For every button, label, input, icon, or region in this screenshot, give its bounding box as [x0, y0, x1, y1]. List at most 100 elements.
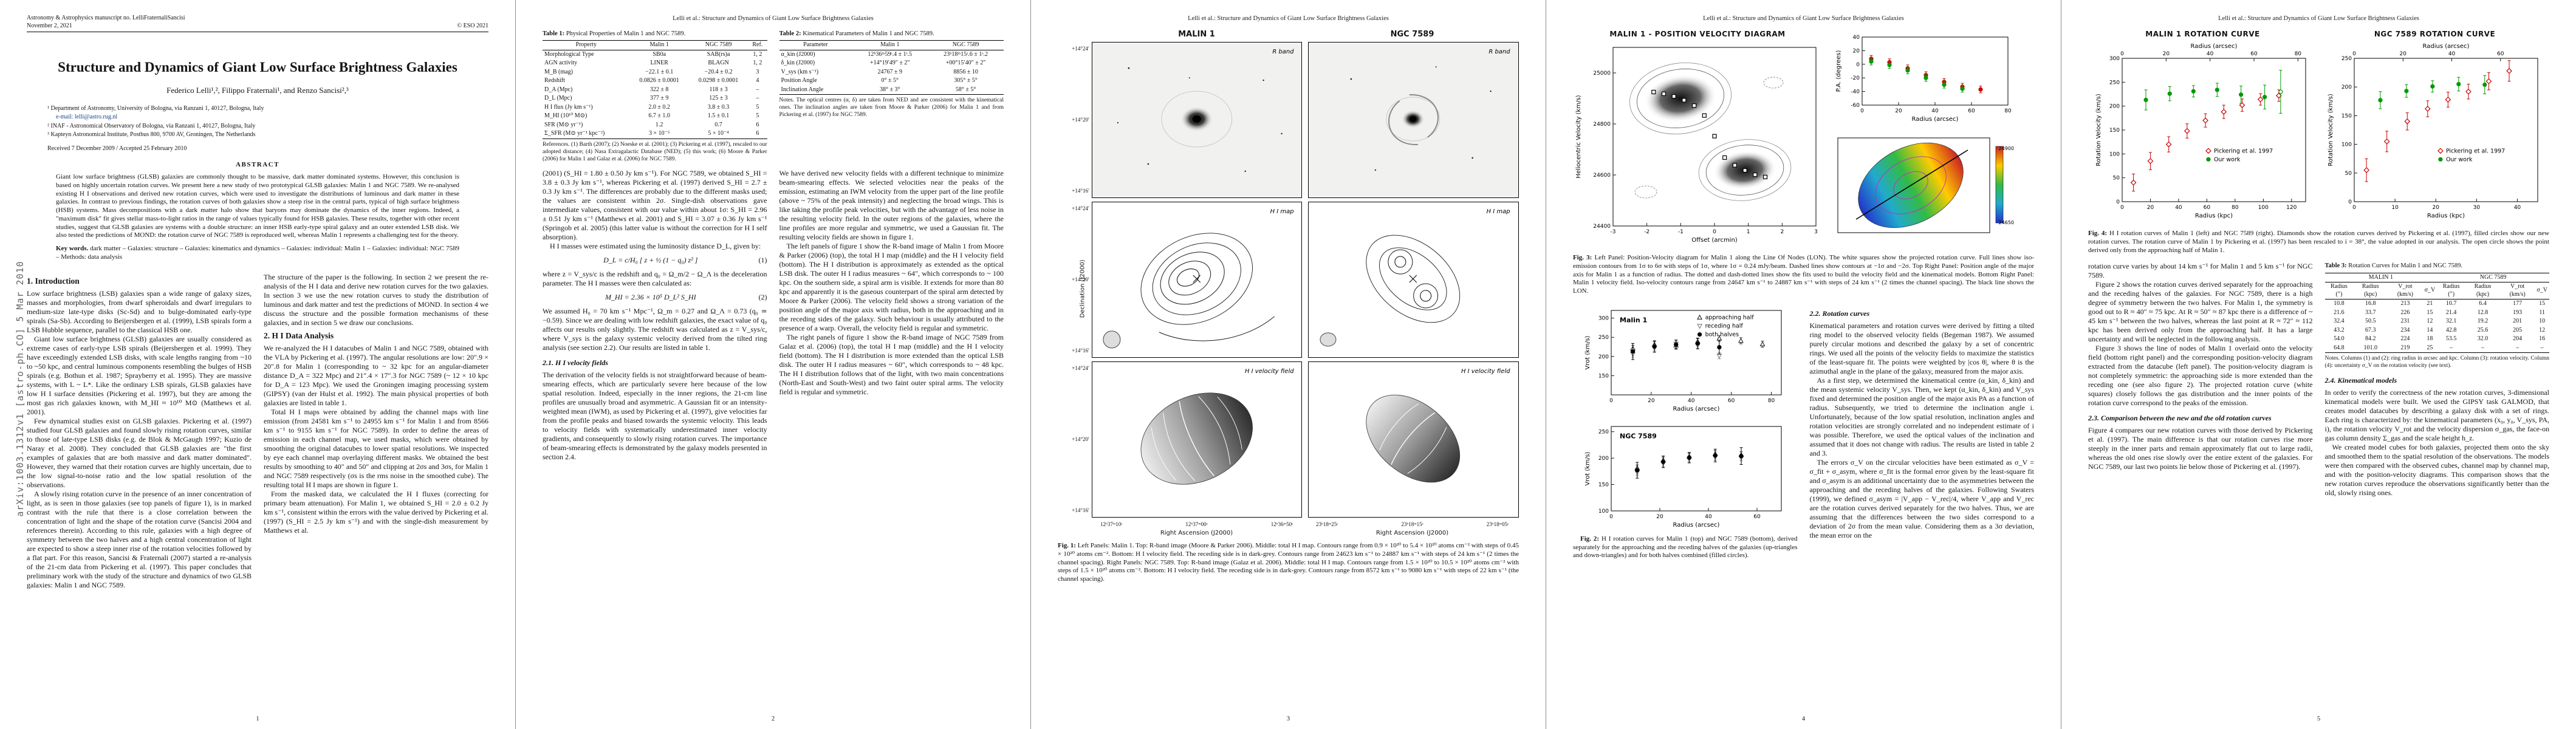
- svg-text:-1: -1: [1678, 229, 1684, 235]
- cell: 6.7 ± 1.0: [648, 112, 670, 120]
- svg-text:60: 60: [2250, 51, 2258, 57]
- svg-text:0: 0: [2116, 199, 2120, 205]
- svg-text:approaching half: approaching half: [1705, 314, 1754, 321]
- cell: 204: [2513, 335, 2523, 342]
- table-3-group-row: MALIN 1 NGC 7589: [2324, 272, 2549, 282]
- table-1-body: Morphological Type SB0a SAB(rs)a 1, 2 AGN ac…: [543, 50, 767, 139]
- cell: 4: [756, 77, 759, 84]
- table-3-subheader-cell: Radius (kpc): [2465, 282, 2500, 299]
- cell: 205: [2513, 326, 2523, 334]
- svg-text:40: 40: [1931, 108, 1939, 114]
- cell: 84.2: [2365, 335, 2376, 342]
- running-header: Lelli et al.: Structure and Dynamics of …: [1703, 15, 1904, 22]
- svg-text:40: 40: [2448, 51, 2455, 57]
- paper-title: Structure and Dynamics of Giant Low Surf…: [58, 60, 457, 75]
- table-row: Σ_SFR (M⊙ yr⁻¹ kpc⁻²) 3 × 10⁻⁵ 5 × 10⁻⁴ 6: [543, 129, 767, 139]
- table-3: MALIN 1 NGC 7589 Radius (″) Radius (kpc) V…: [2324, 272, 2550, 353]
- paragraph: In order to verify the correctness of th…: [2324, 388, 2550, 442]
- cell: –: [2465, 343, 2500, 353]
- cell: 12: [2539, 326, 2546, 334]
- cell: 1.5 ± 0.1: [707, 112, 730, 120]
- cell: –: [2499, 343, 2535, 353]
- cell: 322 ± 8: [649, 86, 669, 93]
- cell: 25: [2422, 343, 2437, 353]
- table-row: 54.0 84.2 224 18 53.5 32.0 204 16: [2325, 335, 2550, 344]
- page2-left-column: (2001) (S_HI = 1.80 ± 0.50 Jy km s⁻¹). F…: [543, 169, 767, 462]
- table-2-header-cell: Malin 1: [852, 40, 928, 50]
- equation-1-body: D_L = c/H₀ [ z + ½ (1 − q₀) z² ]: [603, 256, 698, 265]
- table-1-header-cell: Property: [543, 40, 630, 50]
- table-3-label: Table 3:: [2324, 262, 2347, 270]
- figure-3-right-panels: 0 20 40 60 80 -60 -40 -20 0 20 40 Radius (arcsec) P.…: [1833, 30, 2015, 249]
- figure-1-caption: Fig. 1: Left Panels: Malin 1. Top: R-ban…: [1058, 542, 1519, 584]
- svg-text:Heliocentric Velocity (km/s): Heliocentric Velocity (km/s): [1575, 95, 1582, 178]
- email-link[interactable]: e-mail: lelli@astro.rug.nl: [56, 114, 118, 121]
- cell: 0.0298 ± 0.0001: [698, 77, 739, 84]
- svg-text:Radius (arcsec): Radius (arcsec): [1673, 406, 1719, 412]
- ra-tick: 12ʰ37ᵐ00ˢ: [1185, 521, 1208, 528]
- svg-text:100: 100: [2258, 205, 2268, 211]
- table-2-block: Table 2: Kinematical Parameters of Malin…: [779, 30, 1004, 163]
- svg-text:10: 10: [2391, 205, 2399, 211]
- cell: 12.8: [2477, 309, 2489, 316]
- paragraph: We have derived new velocity fields with…: [779, 169, 1004, 242]
- table-2: Parameter Malin 1 NGC 7589 α_kin (J2000) 12…: [779, 40, 1004, 95]
- svg-text:0: 0: [2352, 205, 2356, 211]
- svg-text:250: 250: [1598, 335, 1609, 341]
- page4-body-columns: 0 20 40 60 80 150 200 250 300 Radius (arcsec) Vrot…: [1573, 303, 2034, 560]
- cell: 5: [756, 103, 759, 111]
- pv-diagram-title: MALIN 1 - POSITION VELOCITY DIAGRAM: [1609, 30, 1786, 39]
- abstract-heading: ABSTRACT: [236, 161, 279, 169]
- svg-text:40: 40: [1688, 398, 1695, 404]
- paragraph: The errors σ_V on the circular velocitie…: [1809, 457, 2035, 539]
- table-3-body: 10.8 16.8 213 21 10.7 6.4 177 15 21.6 33.7 226 15 21…: [2324, 299, 2550, 353]
- svg-text:150: 150: [1598, 373, 1609, 379]
- ngc7589-rotation-curve-block: NGC 7589 ROTATION CURVE 0 10 20 30 40 0 50 100 1…: [2325, 30, 2545, 225]
- paragraph: As a first step, we determined the kinem…: [1809, 375, 2035, 457]
- cell: +14°19′49″ ± 2″: [869, 60, 910, 67]
- table-1-label: Table 1:: [543, 30, 565, 38]
- figure-1-column-titles: MALIN 1 NGC 7589: [1092, 30, 1519, 39]
- affiliation-2: ² INAF - Astronomical Observatory of Bol…: [47, 122, 256, 129]
- running-header: Lelli et al.: Structure and Dynamics of …: [2218, 15, 2419, 22]
- paragraph: H I masses were estimated using the lumi…: [550, 242, 761, 251]
- paragraph: We re-analyzed the H I datacubes of Mali…: [264, 344, 488, 408]
- svg-text:H I velocity field: H I velocity field: [1461, 369, 1510, 375]
- svg-text:40: 40: [1853, 35, 1860, 41]
- table-row: M_HI (10¹⁰ M⊙) 6.7 ± 1.0 1.5 ± 0.1 5: [543, 112, 767, 121]
- svg-text:0: 0: [1860, 108, 1864, 114]
- svg-text:60: 60: [1728, 398, 1735, 404]
- paragraph: Low surface brightness (LSB) galaxies sp…: [27, 289, 252, 335]
- eso-copyright: © ESO 2021: [457, 22, 489, 29]
- cell: 193: [2513, 309, 2523, 316]
- table-row: SFR (M⊙ yr⁻¹) 1.2 0.7 6: [543, 121, 767, 130]
- cell: 10.8: [2334, 300, 2345, 307]
- table-3-subheader-cell: σ_V: [2535, 282, 2549, 299]
- cell: 213: [2400, 300, 2410, 307]
- svg-text:200: 200: [2109, 104, 2119, 110]
- cell: 53.5: [2445, 335, 2457, 342]
- fig2-malin1-chart: 0 20 40 60 80 150 200 250 300 Radius (arcsec) Vrot…: [1584, 310, 1782, 412]
- cell: LINER: [650, 60, 668, 67]
- dec-tick-labels: +14°24′ +14°20′ +14°16′: [1067, 202, 1092, 358]
- svg-text:20: 20: [1895, 108, 1902, 114]
- svg-text:Our work: Our work: [2445, 156, 2472, 163]
- paragraph: A slowly rising rotation curve in the pr…: [27, 490, 252, 590]
- cell: 1, 2: [753, 50, 762, 58]
- table-row: Position Angle 0° ± 5° 305° ± 5°: [779, 77, 1004, 86]
- dec-tick: +14°16′: [1072, 188, 1089, 194]
- cell: 15: [2539, 300, 2546, 307]
- svg-text:40: 40: [2513, 205, 2521, 211]
- table-2-header-row: Parameter Malin 1 NGC 7589: [779, 40, 1004, 50]
- malin1-hi-map-panel: H I map: [1091, 202, 1303, 358]
- cell: 14: [2427, 326, 2433, 334]
- dec-tick-labels: +14°24′ +14°20′ +14°16′: [1067, 361, 1092, 518]
- dec-tick: +14°24′: [1072, 205, 1089, 212]
- section-2-1-heading: 2.1. H I velocity fields: [543, 358, 608, 368]
- malin1-ra-axis-title: Right Ascension (J2000): [1160, 529, 1233, 536]
- table-row: Morphological Type SB0a SAB(rs)a 1, 2: [543, 50, 767, 59]
- pv-diagram-block: MALIN 1 - POSITION VELOCITY DIAGRAM: [1573, 30, 1822, 249]
- table-row: D_L (Mpc) 377 ± 9 125 ± 3 –: [543, 94, 767, 103]
- svg-text:-40: -40: [1851, 89, 1860, 95]
